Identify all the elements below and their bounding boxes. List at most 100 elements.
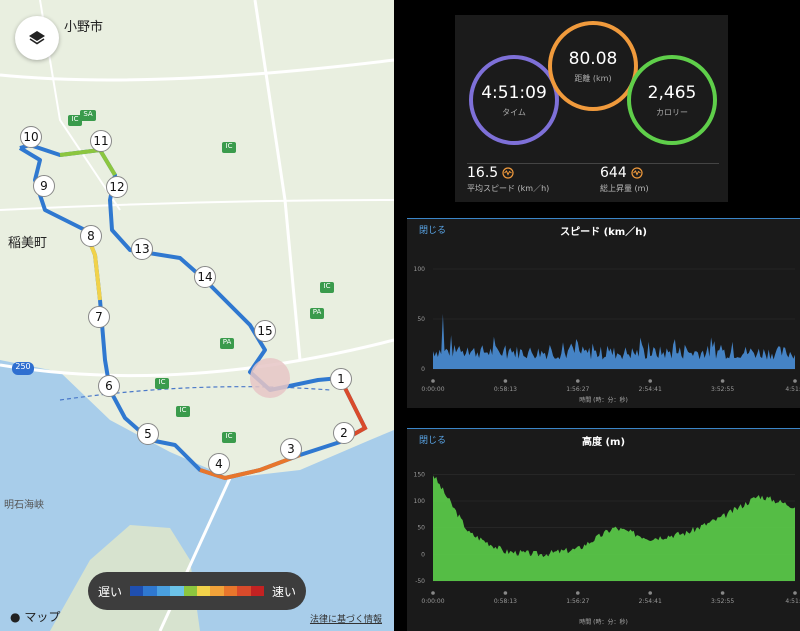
legend-swatch [143, 586, 157, 596]
x-tick-dot [720, 379, 725, 383]
maps-credit: ● マップ [10, 608, 60, 625]
pa-badge: PA [220, 338, 234, 349]
waypoint-15[interactable]: 15 [254, 320, 276, 342]
y-tick-label: 100 [414, 498, 426, 505]
speed-close-button[interactable]: 閉じる [419, 226, 447, 236]
distance-label: 距離 (km) [574, 73, 612, 83]
x-tick-label: 1:56:27 [566, 598, 589, 605]
ascent-value: 644 [600, 165, 627, 181]
legend-color-bar [130, 586, 264, 596]
calories-value: 2,465 [647, 82, 697, 103]
route-250-shield: 250 [12, 362, 34, 375]
map-canvas [0, 0, 394, 631]
waypoint-5[interactable]: 5 [137, 423, 159, 445]
avg-speed-value: 16.5 [467, 165, 499, 181]
waypoint-11[interactable]: 11 [90, 130, 112, 152]
series-area [433, 475, 795, 581]
city-label-inami: 稲美町 [8, 236, 48, 251]
speed-x-axis-label: 時間 (時：分：秒) [579, 397, 628, 404]
waypoint-2[interactable]: 2 [333, 422, 355, 444]
y-tick-label: 0 [421, 366, 425, 373]
time-label: タイム [502, 107, 526, 117]
x-tick-label: 2:54:41 [639, 598, 662, 605]
x-tick-label: 3:52:55 [711, 598, 734, 605]
x-tick-dot [503, 379, 508, 383]
altitude-graph-panel: 150 100 50 0 -50 0:00:00 0:58:13 1:56:27 2:54:41… [407, 428, 800, 631]
x-tick-label: 4:51:0 [785, 386, 800, 393]
apple-logo-icon: ● [10, 610, 21, 624]
x-tick-label: 0:58:13 [494, 598, 517, 605]
x-tick-label: 4:51:0 [785, 598, 800, 605]
sea-label: 明石海峡 [4, 500, 44, 511]
altitude-x-axis-label: 時間 (時：分：秒) [579, 619, 628, 626]
waypoint-10[interactable]: 10 [20, 126, 42, 148]
x-tick-label: 2:54:41 [639, 386, 662, 393]
speed-legend: 遅い 速い [88, 572, 306, 610]
altitude-chart: 150 100 50 0 -50 0:00:00 0:58:13 1:56:27 2:54:41… [414, 471, 800, 605]
ascent-label: 総上昇量 (m) [600, 184, 649, 193]
maps-credit-text: マップ [24, 610, 61, 624]
y-tick-label: -50 [415, 578, 425, 585]
time-ring: 4:51:09 タイム [469, 55, 559, 145]
calories-ring: 2,465 カロリー [627, 55, 717, 145]
ascent-stat: 644 総上昇量 (m) [600, 165, 649, 194]
ic-badge: IC [222, 432, 236, 443]
chart-wave-icon [502, 167, 514, 179]
activity-summary: 4:51:09 タイム 80.08 距離 (km) 2,465 カロリー 16.… [455, 15, 728, 202]
speed-graph-title: スピード (km／h) [560, 227, 647, 238]
waypoint-9[interactable]: 9 [33, 175, 55, 197]
x-tick-dot [576, 591, 580, 595]
legend-swatch [156, 586, 171, 596]
y-tick-label: 100 [414, 266, 426, 273]
legend-swatch [237, 586, 251, 596]
waypoint-8[interactable]: 8 [80, 225, 102, 247]
ic-badge: IC [68, 115, 82, 126]
y-tick-label: 50 [417, 525, 425, 532]
waypoint-12[interactable]: 12 [106, 176, 128, 198]
y-tick-label: 150 [414, 471, 426, 478]
x-tick-label: 0:58:13 [494, 386, 517, 393]
waypoint-4[interactable]: 4 [208, 453, 230, 475]
waypoint-14[interactable]: 14 [194, 266, 216, 288]
legend-slow-label: 遅い [98, 584, 123, 599]
pa-badge: PA [310, 308, 324, 319]
distance-value: 80.08 [568, 48, 618, 69]
x-tick-label: 3:52:55 [711, 386, 734, 393]
waypoint-1[interactable]: 1 [330, 368, 352, 390]
waypoint-3[interactable]: 3 [280, 438, 302, 460]
altitude-close-button[interactable]: 閉じる [419, 436, 447, 446]
waypoint-6[interactable]: 6 [98, 375, 120, 397]
avg-speed-stat: 16.5 平均スピード (km／h) [467, 165, 549, 194]
legend-swatch [183, 586, 197, 596]
waypoint-13[interactable]: 13 [131, 238, 153, 260]
x-tick-label: 0:00:00 [421, 386, 444, 393]
city-label-ono: 小野市 [64, 20, 104, 35]
x-tick-dot [793, 591, 797, 595]
x-tick-dot [431, 591, 435, 595]
waypoint-7[interactable]: 7 [88, 306, 110, 328]
time-value: 4:51:09 [481, 82, 547, 103]
x-tick-dot [648, 379, 652, 383]
legend-swatch [250, 586, 264, 596]
x-tick-dot [576, 379, 580, 383]
route-map[interactable]: 小野市 稲美町 明石海峡 SA IC IC IC PA PA IC IC IC … [0, 0, 394, 631]
legend-swatch [223, 586, 238, 596]
summary-divider [467, 163, 719, 164]
ic-badge: IC [222, 142, 236, 153]
speed-graph-panel: 100 50 0 0:00:00 0:58:13 1:56:27 2:54:41 3:52:5… [407, 218, 800, 408]
x-tick-dot [503, 591, 508, 595]
map-layers-button[interactable] [15, 16, 59, 60]
calories-label: カロリー [656, 107, 688, 117]
y-tick-label: 50 [417, 316, 425, 323]
legend-swatch [170, 586, 184, 596]
legal-link[interactable]: 法律に基づく情報 [309, 615, 382, 625]
legend-swatch [196, 586, 211, 596]
distance-ring: 80.08 距離 (km) [548, 21, 638, 111]
avg-speed-label: 平均スピード (km／h) [467, 184, 550, 193]
ic-badge: IC [176, 406, 190, 417]
x-tick-dot [431, 379, 435, 383]
x-tick-dot [720, 591, 725, 595]
speed-chart: 100 50 0 0:00:00 0:58:13 1:56:27 2:54:41 3:52:5… [414, 266, 800, 393]
x-tick-label: 1:56:27 [566, 386, 589, 393]
ic-badge: IC [320, 282, 334, 293]
